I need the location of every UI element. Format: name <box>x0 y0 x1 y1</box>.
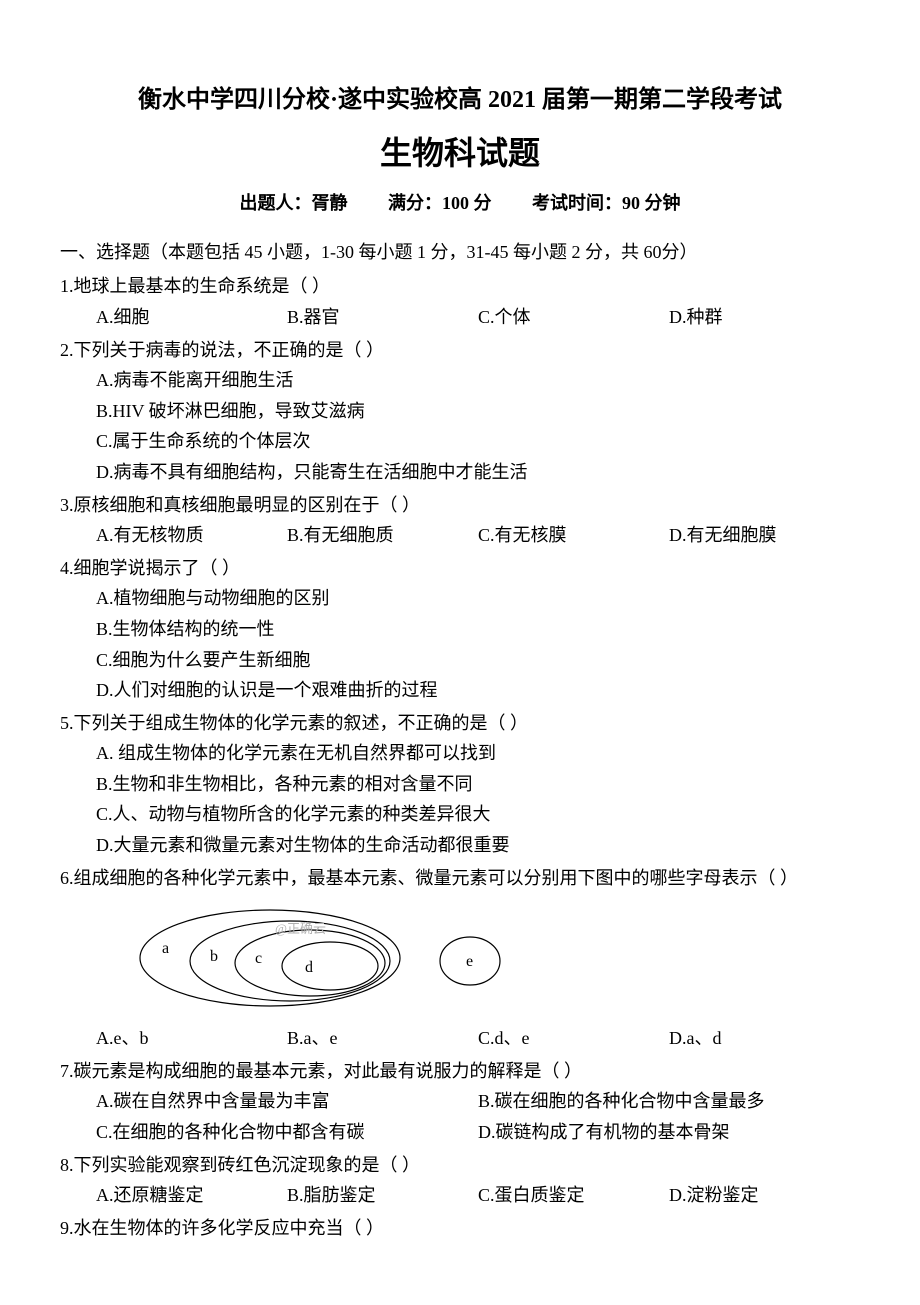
option: C.个体 <box>478 302 669 333</box>
question: 3.原核细胞和真核细胞最明显的区别在于（ ）A.有无核物质B.有无细胞质C.有无… <box>60 490 860 551</box>
options: A.碳在自然界中含量最为丰富B.碳在细胞的各种化合物中含量最多C.在细胞的各种化… <box>60 1086 860 1147</box>
option: D.病毒不具有细胞结构，只能寄生在活细胞中才能生活 <box>96 457 860 488</box>
option: A.细胞 <box>96 302 287 333</box>
option: C.属于生命系统的个体层次 <box>96 426 860 457</box>
option: D.a、d <box>669 1023 860 1054</box>
svg-text:@正确云: @正确云 <box>275 921 326 936</box>
option: D.淀粉鉴定 <box>669 1180 860 1211</box>
question-text: 5.下列关于组成生物体的化学元素的叙述，不正确的是（ ） <box>60 708 860 739</box>
question: 9.水在生物体的许多化学反应中充当（ ） <box>60 1213 860 1244</box>
score-label: 满分：100 分 <box>388 193 492 213</box>
questions-container: 1.地球上最基本的生命系统是（ ）A.细胞B.器官C.个体D.种群2.下列关于病… <box>60 271 860 1243</box>
question: 6.组成细胞的各种化学元素中，最基本元素、微量元素可以分别用下图中的哪些字母表示… <box>60 863 860 1054</box>
option: C.d、e <box>478 1023 669 1054</box>
option: B.器官 <box>287 302 478 333</box>
question-text: 1.地球上最基本的生命系统是（ ） <box>60 271 860 302</box>
option: B.有无细胞质 <box>287 520 478 551</box>
question-text: 9.水在生物体的许多化学反应中充当（ ） <box>60 1213 860 1244</box>
options: A.有无核物质B.有无细胞质C.有无核膜D.有无细胞膜 <box>60 520 860 551</box>
option: B.HIV 破坏淋巴细胞，导致艾滋病 <box>96 396 860 427</box>
option: B.脂肪鉴定 <box>287 1180 478 1211</box>
question-text: 6.组成细胞的各种化学元素中，最基本元素、微量元素可以分别用下图中的哪些字母表示… <box>60 863 860 894</box>
svg-text:e: e <box>466 953 473 970</box>
svg-text:b: b <box>210 948 218 965</box>
option: D.种群 <box>669 302 860 333</box>
option: B.碳在细胞的各种化合物中含量最多 <box>478 1086 860 1117</box>
exam-meta: 出题人：胥静 满分：100 分 考试时间：90 分钟 <box>60 188 860 219</box>
option: C.在细胞的各种化合物中都含有碳 <box>96 1117 478 1148</box>
option: A. 组成生物体的化学元素在无机自然界都可以找到 <box>96 738 860 769</box>
option: B.a、e <box>287 1023 478 1054</box>
option: C.有无核膜 <box>478 520 669 551</box>
options: A.植物细胞与动物细胞的区别B.生物体结构的统一性C.细胞为什么要产生新细胞D.… <box>60 583 860 705</box>
venn-diagram: a b c d e @正确云 <box>120 903 520 1013</box>
question-text: 2.下列关于病毒的说法，不正确的是（ ） <box>60 335 860 366</box>
exam-title-sub: 生物科试题 <box>60 126 860 180</box>
option: D.碳链构成了有机物的基本骨架 <box>478 1117 860 1148</box>
option: D.有无细胞膜 <box>669 520 860 551</box>
option: C.细胞为什么要产生新细胞 <box>96 645 860 676</box>
question-text: 8.下列实验能观察到砖红色沉淀现象的是（ ） <box>60 1150 860 1181</box>
option: A.碳在自然界中含量最为丰富 <box>96 1086 478 1117</box>
author-label: 出题人：胥静 <box>240 193 348 213</box>
option: A.e、b <box>96 1023 287 1054</box>
options: A.病毒不能离开细胞生活B.HIV 破坏淋巴细胞，导致艾滋病C.属于生命系统的个… <box>60 365 860 487</box>
svg-text:a: a <box>162 940 169 957</box>
question: 1.地球上最基本的生命系统是（ ）A.细胞B.器官C.个体D.种群 <box>60 271 860 332</box>
options: A.细胞B.器官C.个体D.种群 <box>60 302 860 333</box>
option: A.还原糖鉴定 <box>96 1180 287 1211</box>
question-text: 4.细胞学说揭示了（ ） <box>60 553 860 584</box>
option: C.蛋白质鉴定 <box>478 1180 669 1211</box>
question: 8.下列实验能观察到砖红色沉淀现象的是（ ）A.还原糖鉴定B.脂肪鉴定C.蛋白质… <box>60 1150 860 1211</box>
diagram-wrap: a b c d e @正确云 <box>60 893 860 1023</box>
exam-title-main: 衡水中学四川分校·遂中实验校高 2021 届第一期第二学段考试 <box>60 80 860 121</box>
options: A. 组成生物体的化学元素在无机自然界都可以找到B.生物和非生物相比，各种元素的… <box>60 738 860 860</box>
options: A.e、bB.a、eC.d、eD.a、d <box>60 1023 860 1054</box>
question: 4.细胞学说揭示了（ ）A.植物细胞与动物细胞的区别B.生物体结构的统一性C.细… <box>60 553 860 706</box>
option: A.植物细胞与动物细胞的区别 <box>96 583 860 614</box>
option: C.人、动物与植物所含的化学元素的种类差异很大 <box>96 799 860 830</box>
svg-text:c: c <box>255 950 262 967</box>
option: A.有无核物质 <box>96 520 287 551</box>
question: 7.碳元素是构成细胞的最基本元素，对此最有说服力的解释是（ ）A.碳在自然界中含… <box>60 1056 860 1148</box>
section-header: 一、选择题（本题包括 45 小题，1-30 每小题 1 分，31-45 每小题 … <box>60 237 860 268</box>
option: D.大量元素和微量元素对生物体的生命活动都很重要 <box>96 830 860 861</box>
option: D.人们对细胞的认识是一个艰难曲折的过程 <box>96 675 860 706</box>
options: A.还原糖鉴定B.脂肪鉴定C.蛋白质鉴定D.淀粉鉴定 <box>60 1180 860 1211</box>
svg-text:d: d <box>305 959 313 976</box>
option: B.生物体结构的统一性 <box>96 614 860 645</box>
question-text: 3.原核细胞和真核细胞最明显的区别在于（ ） <box>60 490 860 521</box>
option: A.病毒不能离开细胞生活 <box>96 365 860 396</box>
question: 5.下列关于组成生物体的化学元素的叙述，不正确的是（ ）A. 组成生物体的化学元… <box>60 708 860 861</box>
option: B.生物和非生物相比，各种元素的相对含量不同 <box>96 769 860 800</box>
question-text: 7.碳元素是构成细胞的最基本元素，对此最有说服力的解释是（ ） <box>60 1056 860 1087</box>
time-label: 考试时间：90 分钟 <box>532 193 681 213</box>
question: 2.下列关于病毒的说法，不正确的是（ ）A.病毒不能离开细胞生活B.HIV 破坏… <box>60 335 860 488</box>
